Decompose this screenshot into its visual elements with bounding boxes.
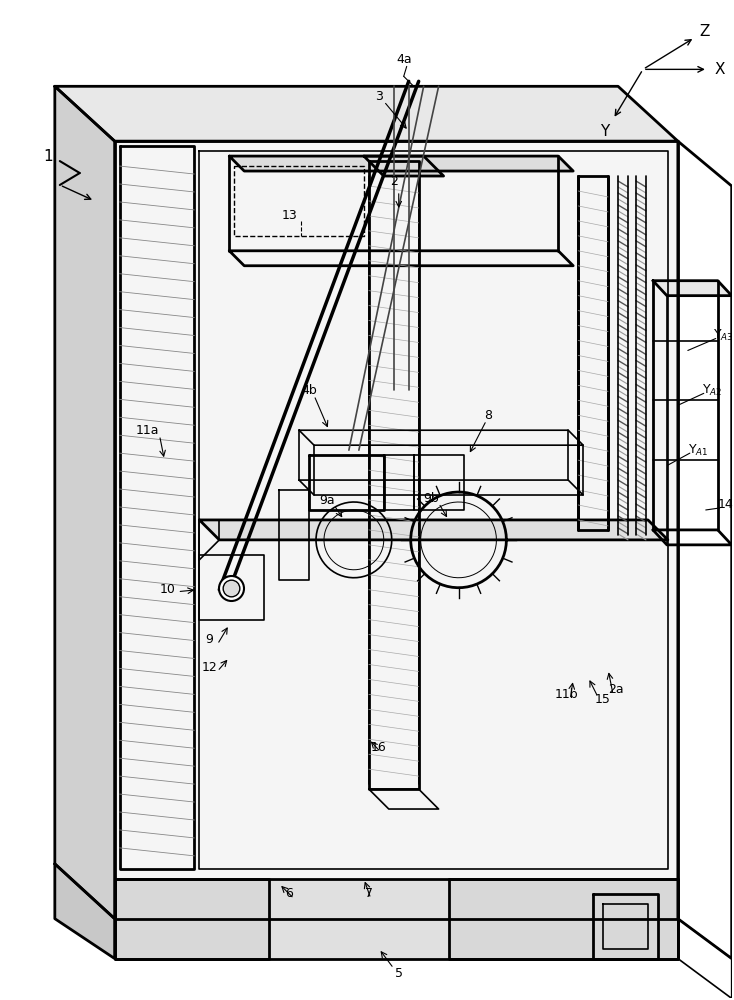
Text: 4a: 4a	[396, 53, 412, 66]
Text: 9b: 9b	[423, 492, 438, 505]
Polygon shape	[115, 141, 678, 919]
Text: 6: 6	[285, 887, 293, 900]
Text: 3: 3	[375, 90, 382, 103]
Polygon shape	[364, 156, 443, 176]
Text: 9: 9	[206, 633, 214, 646]
Text: 10: 10	[159, 583, 175, 596]
Text: 8: 8	[484, 409, 493, 422]
Text: Z: Z	[700, 24, 710, 39]
Text: 5: 5	[395, 967, 403, 980]
Polygon shape	[200, 520, 668, 540]
Text: 1: 1	[43, 149, 53, 164]
Text: 7: 7	[365, 887, 373, 900]
Text: 14: 14	[718, 498, 733, 511]
Text: 2: 2	[390, 175, 398, 188]
Text: Y$_{A2}$: Y$_{A2}$	[702, 383, 722, 398]
Text: 2a: 2a	[608, 683, 624, 696]
Polygon shape	[55, 864, 115, 959]
Polygon shape	[653, 281, 732, 296]
Text: 16: 16	[371, 741, 387, 754]
Text: 9a: 9a	[319, 493, 335, 506]
Text: 11a: 11a	[136, 424, 159, 437]
Polygon shape	[55, 86, 115, 919]
Text: 13: 13	[281, 209, 297, 222]
Text: 15: 15	[595, 693, 611, 706]
Polygon shape	[115, 879, 678, 959]
Text: X: X	[714, 62, 725, 77]
Text: 11b: 11b	[554, 688, 578, 701]
Text: Y$_{A1}$: Y$_{A1}$	[688, 443, 708, 458]
Polygon shape	[55, 86, 678, 141]
Polygon shape	[448, 879, 678, 959]
Polygon shape	[229, 156, 573, 171]
Text: Y$_{A3}$: Y$_{A3}$	[713, 328, 734, 343]
Text: 12: 12	[201, 661, 217, 674]
Polygon shape	[115, 879, 269, 959]
Text: 4b: 4b	[301, 384, 317, 397]
Text: Y: Y	[600, 124, 610, 139]
